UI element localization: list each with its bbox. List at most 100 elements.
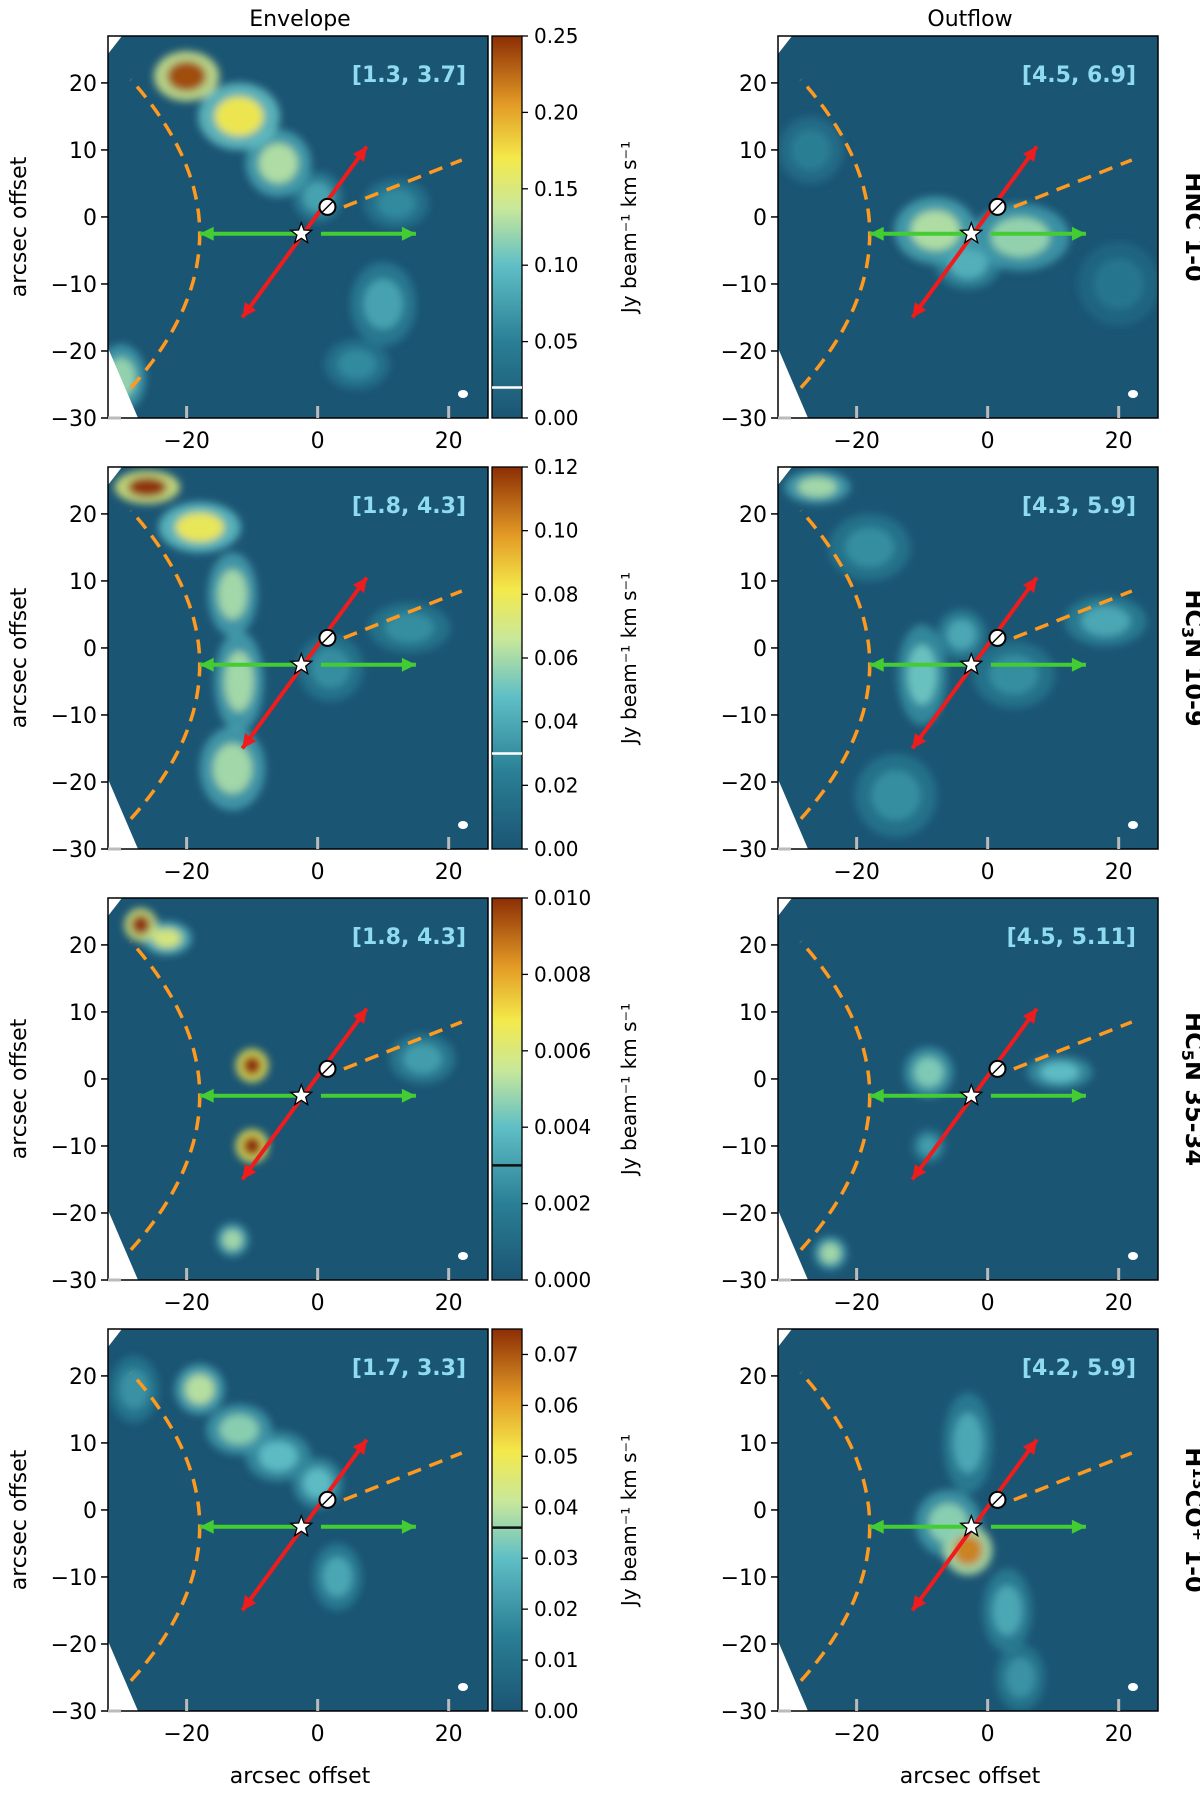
outflow-arrow-head (1022, 146, 1037, 162)
panel-image: [4.2, 5.9] (778, 1329, 1158, 1711)
colorbar-tick-label: 0.10 (534, 519, 579, 543)
x-tick-label: 20 (435, 429, 463, 454)
x-tick-label: 0 (981, 860, 995, 885)
colorbar-tick-label: 0.006 (534, 1039, 591, 1063)
emission-map (778, 116, 1158, 326)
colorbar-tick-label: 0.01 (534, 1648, 579, 1672)
colorbar-frame (491, 1328, 523, 1712)
envelope-arc (799, 509, 872, 820)
map-edge-mask (108, 348, 138, 418)
outflow-arrow-head (912, 1595, 927, 1611)
protostar-star-marker (959, 1513, 984, 1538)
panel-frame (777, 1328, 1159, 1712)
x-tick-label: −20 (833, 1291, 879, 1316)
velocity-arrow-east-head (401, 1088, 416, 1103)
emission-clump (166, 61, 207, 92)
source-circle-slash (321, 1063, 334, 1075)
row-label: HC3N 10-9 (1178, 589, 1200, 726)
protostar-star-marker (289, 1082, 314, 1107)
panel-frame (107, 466, 489, 850)
y-tick-label: −20 (51, 1202, 97, 1227)
panel-frame (107, 35, 489, 419)
colorbar: 0.000 0.002 0.004 0.006 0.008 0.010 Jy beam⁻¹ … (491, 886, 641, 1292)
y-tick-label: 0 (753, 206, 767, 231)
y-tick-label: −10 (51, 704, 97, 729)
panel-image: [4.3, 5.9] (778, 467, 1158, 849)
map-edge-mask (778, 779, 808, 849)
emission-clump (242, 1135, 262, 1157)
y-axis-label: arcsec offset (7, 156, 32, 297)
map-edge-mask (778, 1329, 792, 1347)
colorbar-tick-label: 0.00 (534, 1699, 579, 1723)
y-tick-label: −10 (51, 1135, 97, 1160)
velocity-arrow-east-head (401, 1519, 416, 1534)
row-label-part: 1-0 (1180, 1541, 1200, 1593)
x-tick-label: 20 (1105, 1291, 1133, 1316)
cavity-dashed-line (343, 158, 463, 209)
emission-clump (322, 1556, 353, 1598)
x-tick-label: 20 (1105, 1722, 1133, 1747)
outflow-arrow-head (1022, 1439, 1037, 1455)
y-tick-label: −10 (721, 704, 767, 729)
envelope-arc (129, 940, 202, 1251)
emission-clump (219, 1414, 259, 1445)
x-tick-label: −20 (163, 860, 209, 885)
y-tick-label: −20 (51, 1633, 97, 1658)
y-tick-label: 0 (753, 1068, 767, 1093)
source-circle-slash (991, 1494, 1004, 1506)
velocity-arrow-west-head (199, 226, 214, 241)
colorbar-tick-label: 0.20 (534, 100, 579, 124)
colorbar-tick-label: 0.05 (534, 1444, 579, 1468)
y-tick-label: 0 (83, 1068, 97, 1093)
map-edge-mask (108, 467, 122, 485)
row-label: HNC 1-0 (1180, 172, 1200, 282)
velocity-arrow-west-head (869, 1088, 884, 1103)
envelope-arc (129, 1371, 202, 1682)
panel-outflow-row2: [4.3, 5.9] −20 0 20 −30 −20 −10 0 10 20 HC3N 10-9 (721, 466, 1200, 885)
panel-outflow-row4: [4.2, 5.9] −20 0 20 −30 −20 −10 0 10 20 H13CO+ 1-0 (721, 1328, 1200, 1747)
emission-clump (910, 210, 960, 251)
x-tick-label: −20 (163, 1722, 209, 1747)
row-label-part: H (1180, 1447, 1200, 1467)
x-tick-label: −20 (833, 1722, 879, 1747)
colorbar-tick-label: 0.08 (534, 582, 579, 606)
cavity-dashed-line (1013, 1020, 1133, 1071)
y-tick-label: −20 (721, 1202, 767, 1227)
panel-envelope-row3: [1.8, 4.3] −20 0 20 −30 −20 −10 0 10 20 arcsec off… (7, 886, 641, 1316)
y-tick-label: 20 (69, 1365, 97, 1390)
outflow-arrow-head (352, 146, 367, 162)
emission-clump (302, 1468, 333, 1499)
cavity-dashed-line (1013, 589, 1133, 640)
panel-image: [1.8, 4.3] (108, 898, 488, 1280)
emission-clump (119, 1369, 149, 1410)
colorbar-tick-label: 0.25 (534, 24, 579, 48)
velocity-range-label: [1.8, 4.3] (352, 925, 466, 950)
emission-clump (946, 619, 977, 650)
beam-ellipse (1128, 821, 1138, 829)
cavity-dashed-line (1013, 158, 1133, 209)
emission-clump (948, 248, 988, 279)
protostar-star-marker (289, 651, 314, 676)
x-tick-label: 20 (435, 1291, 463, 1316)
y-tick-label: 10 (69, 1432, 97, 1457)
map-edge-mask (108, 36, 122, 54)
colorbar-tick-label: 0.04 (534, 710, 579, 734)
colorbar-frame (491, 35, 523, 419)
colorbar-tick-label: 0.15 (534, 177, 579, 201)
row-label-part: CO (1180, 1490, 1200, 1528)
x-tick-label: 0 (311, 429, 325, 454)
emission-clump (402, 1043, 443, 1074)
emission-clump (337, 349, 377, 380)
map-edge-mask (778, 467, 792, 485)
source-circle-slash (991, 1063, 1004, 1075)
y-tick-label: 0 (83, 1499, 97, 1524)
y-tick-label: 10 (739, 570, 767, 595)
colorbar-tick-label: 0.06 (534, 646, 579, 670)
y-tick-label: −20 (51, 771, 97, 796)
y-tick-label: 0 (753, 637, 767, 662)
velocity-range-label: [4.5, 5.11] (1007, 925, 1136, 950)
colorbar-tick-label: 0.02 (534, 773, 579, 797)
colorbar-gradient (492, 1329, 522, 1711)
panel-envelope-row1: [1.3, 3.7] −20 0 20 −30 −20 −10 0 10 20 arcsec off… (7, 24, 641, 454)
velocity-range-label: [1.7, 3.3] (352, 1356, 466, 1381)
